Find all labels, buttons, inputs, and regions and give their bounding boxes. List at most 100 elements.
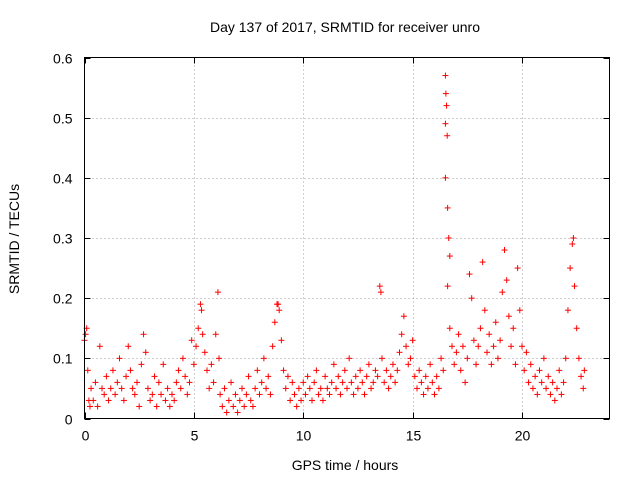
- data-point: [564, 307, 571, 314]
- data-point: [142, 349, 149, 356]
- data-point: [204, 367, 210, 374]
- data-point: [234, 409, 241, 416]
- data-point: [158, 391, 165, 398]
- data-point: [271, 319, 278, 326]
- data-point: [416, 367, 423, 374]
- data-point: [206, 385, 213, 392]
- data-point: [392, 379, 399, 386]
- data-point: [444, 204, 451, 211]
- data-point: [400, 313, 407, 320]
- data-point: [442, 120, 449, 127]
- data-point: [260, 355, 267, 362]
- data-point: [177, 385, 184, 392]
- data-point: [361, 391, 368, 398]
- data-point: [407, 355, 414, 362]
- data-point: [276, 307, 283, 314]
- data-point: [445, 235, 452, 241]
- data-point: [449, 343, 455, 350]
- data-point: [195, 325, 202, 332]
- data-point: [252, 385, 259, 392]
- data-point: [444, 132, 451, 139]
- data-point: [198, 307, 205, 314]
- data-point: [291, 391, 298, 398]
- data-point: [269, 343, 276, 350]
- y-tick-label: 0.1: [53, 351, 73, 367]
- data-point: [300, 379, 307, 386]
- data-point: [554, 385, 560, 392]
- data-point: [505, 313, 512, 320]
- data-point: [446, 253, 453, 260]
- data-point: [295, 385, 302, 392]
- data-point: [197, 301, 204, 308]
- data-point: [350, 391, 357, 398]
- data-point: [529, 385, 536, 392]
- data-point: [120, 397, 127, 404]
- data-point: [123, 373, 130, 380]
- data-point: [210, 379, 217, 386]
- data-point: [341, 367, 348, 374]
- data-point: [201, 349, 208, 356]
- data-point: [147, 397, 154, 404]
- x-axis-label: GPS time / hours: [292, 457, 399, 473]
- data-point: [164, 385, 171, 392]
- data-point: [551, 397, 558, 404]
- data-point: [580, 385, 587, 392]
- data-point: [578, 373, 585, 380]
- data-point: [144, 385, 151, 392]
- data-point: [118, 385, 125, 392]
- data-point: [86, 403, 93, 410]
- data-point: [444, 283, 451, 290]
- data-point: [377, 289, 384, 296]
- y-tick-label: 0: [65, 412, 73, 428]
- data-point: [179, 355, 186, 362]
- data-point: [435, 385, 442, 392]
- y-tick-label: 0.4: [53, 171, 73, 187]
- data-point: [136, 403, 143, 410]
- data-point: [532, 373, 539, 380]
- data-point: [344, 385, 350, 392]
- data-point: [453, 349, 460, 356]
- data-point: [214, 289, 221, 296]
- data-point: [433, 373, 440, 380]
- data-point: [488, 361, 495, 368]
- data-point: [335, 373, 342, 380]
- data-point: [287, 397, 294, 404]
- data-points: [81, 72, 588, 416]
- data-point: [431, 391, 438, 398]
- data-point: [88, 385, 95, 392]
- y-tick-label: 0.5: [53, 111, 73, 127]
- data-point: [328, 379, 335, 386]
- data-point: [249, 403, 256, 410]
- data-point: [322, 373, 329, 380]
- data-point: [581, 367, 588, 374]
- data-point: [333, 385, 340, 392]
- data-point: [512, 361, 519, 368]
- data-point: [313, 367, 320, 374]
- data-point: [311, 379, 318, 386]
- data-point: [352, 373, 359, 380]
- data-point: [221, 385, 228, 392]
- data-point: [363, 373, 370, 380]
- data-point: [575, 355, 582, 362]
- data-point: [149, 391, 156, 398]
- data-point: [348, 379, 355, 386]
- data-point: [302, 391, 309, 398]
- chart-title: Day 137 of 2017, SRMTID for receiver unr…: [210, 19, 480, 35]
- data-point: [245, 373, 252, 380]
- data-point: [523, 349, 530, 356]
- data-point: [381, 379, 388, 386]
- data-point: [116, 355, 123, 362]
- data-point: [247, 397, 254, 404]
- y-tick-label: 0.2: [53, 291, 73, 307]
- data-point: [151, 373, 158, 380]
- data-point: [243, 391, 250, 398]
- data-point: [315, 391, 322, 398]
- data-point: [90, 397, 97, 404]
- data-point: [173, 379, 180, 386]
- data-point: [155, 379, 162, 386]
- data-point: [217, 391, 224, 398]
- data-point: [162, 397, 169, 404]
- data-point: [125, 343, 132, 350]
- data-point: [567, 265, 574, 272]
- data-point: [409, 337, 416, 344]
